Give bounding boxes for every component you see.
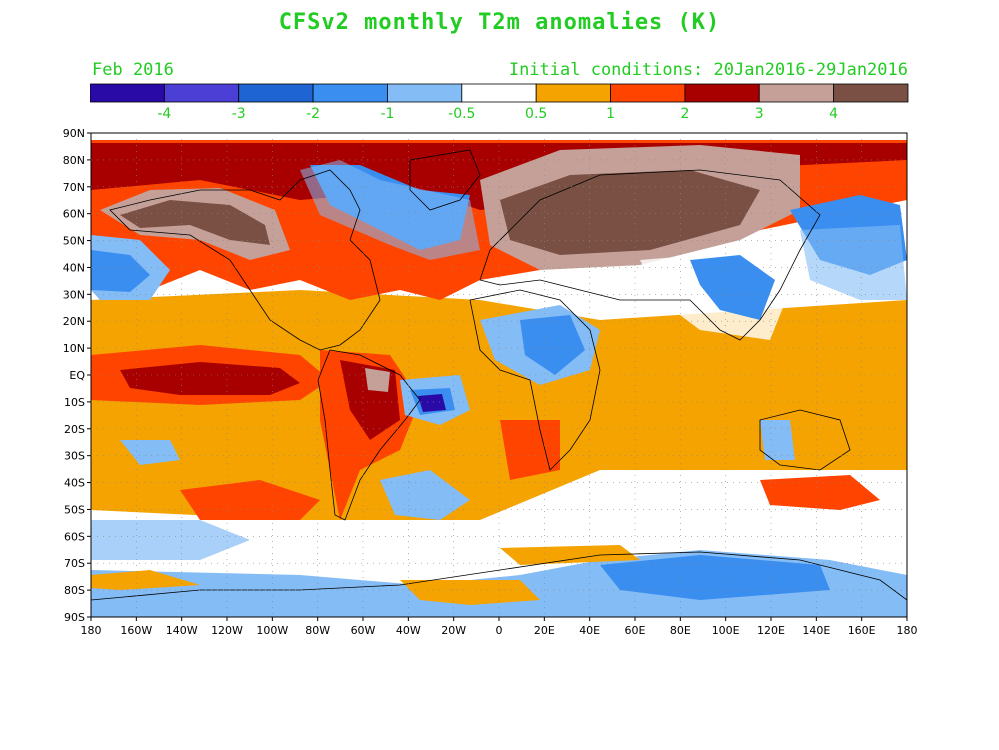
lon-label: 0: [496, 624, 503, 637]
legend-tick-label: -1: [380, 106, 394, 122]
lon-label: 80E: [670, 624, 691, 637]
lon-label: 120W: [211, 624, 243, 637]
lat-label: 10N: [63, 342, 85, 355]
lat-label: 20N: [63, 315, 85, 328]
lon-label: 100E: [712, 624, 740, 637]
legend-tick-label: -0.5: [448, 106, 475, 122]
lon-label: 40E: [579, 624, 600, 637]
legend-tick-label: 2: [680, 106, 689, 122]
lon-label: 180: [81, 624, 102, 637]
lon-label: 20W: [441, 624, 466, 637]
lat-label: EQ: [69, 369, 85, 382]
legend-tick-label: -4: [157, 106, 171, 122]
lon-label: 60W: [351, 624, 376, 637]
legend-tick-label: 0.5: [525, 106, 547, 122]
initial-conditions: Initial conditions: 20Jan2016-29Jan2016: [508, 60, 908, 80]
lon-label: 180: [897, 624, 918, 637]
lat-label: 40S: [64, 477, 85, 490]
lat-label: 90S: [64, 611, 85, 624]
color-legend: -4 -3 -2 -1 -0.5 0.5 1 2 3 4: [90, 83, 909, 122]
lat-label: 70S: [64, 557, 85, 570]
lat-label: 80S: [64, 584, 85, 597]
legend-tick-label: -3: [232, 106, 246, 122]
lon-label: 160E: [848, 624, 876, 637]
lat-label: 50S: [64, 503, 85, 516]
lat-label: 50N: [63, 235, 85, 248]
lon-label: 140W: [166, 624, 198, 637]
lat-label: 30S: [64, 450, 85, 463]
lat-label: 40N: [63, 261, 85, 274]
map-title: CFSv2 monthly T2m anomalies (K): [278, 10, 721, 35]
lat-label: 90N: [63, 127, 85, 140]
lon-label: 20E: [534, 624, 555, 637]
lat-label: 60S: [64, 530, 85, 543]
lat-label: 10S: [64, 396, 85, 409]
lat-label: 60N: [63, 208, 85, 221]
lat-label: 70N: [63, 181, 85, 194]
lon-label: 40W: [396, 624, 421, 637]
lat-label: 30N: [63, 288, 85, 301]
legend-tick-label: 1: [606, 106, 615, 122]
lon-label: 160W: [120, 624, 152, 637]
lon-label: 100W: [256, 624, 288, 637]
lon-label: 120E: [757, 624, 785, 637]
legend-swatch: [833, 83, 909, 103]
legend-tick-label: -2: [306, 106, 320, 122]
lon-label: 80W: [305, 624, 330, 637]
legend-tick-label: 3: [755, 106, 764, 122]
forecast-month: Feb 2016: [92, 60, 174, 80]
lat-label: 80N: [63, 154, 85, 167]
lon-label: 140E: [802, 624, 830, 637]
legend-tick-label: 4: [829, 106, 838, 122]
lon-label: 60E: [625, 624, 646, 637]
lat-label: 20S: [64, 423, 85, 436]
